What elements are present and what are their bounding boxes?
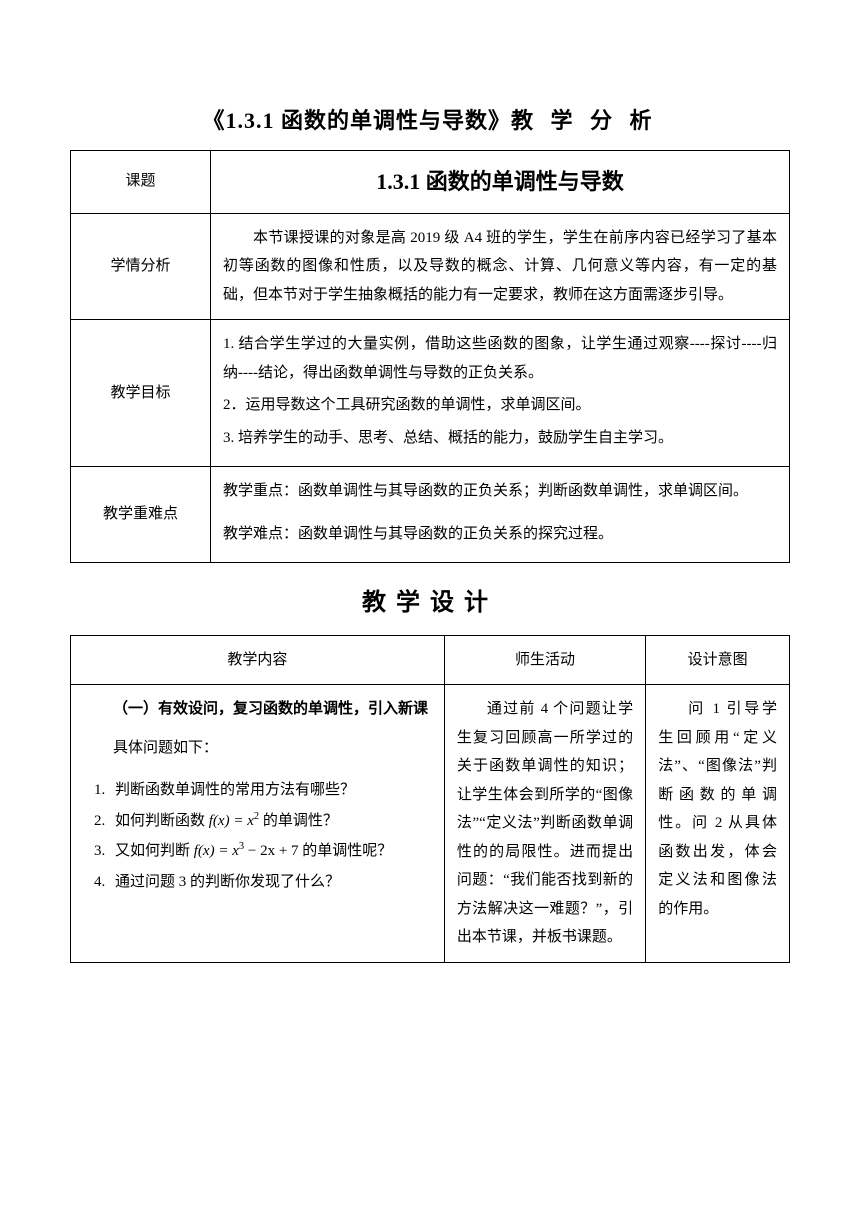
row-label: 教学目标	[71, 320, 211, 467]
paragraph: 通过前 4 个问题让学生复习回顾高一所学过的关于函数单调性的知识；让学生体会到所…	[457, 695, 633, 952]
title-prefix: 《1.3.1 函数的单调性与导数》	[202, 108, 511, 133]
content-cell: （一）有效设问，复习函数的单调性，引入新课 具体问题如下： 判断函数单调性的常用…	[71, 685, 445, 963]
topic-title: 1.3.1 函数的单调性与导数	[211, 150, 790, 213]
design-table: 教学内容 师生活动 设计意图 （一）有效设问，复习函数的单调性，引入新课 具体问…	[70, 635, 790, 963]
row-content: 本节课授课的对象是高 2019 级 A4 班的学生，学生在前序内容已经学习了基本…	[211, 213, 790, 320]
content-heading: （一）有效设问，复习函数的单调性，引入新课	[83, 695, 432, 724]
content-sub: 具体问题如下：	[83, 734, 432, 763]
question-list: 判断函数单调性的常用方法有哪些？ 如何判断函数 f(x) = x2 的单调性？ …	[83, 776, 432, 896]
analysis-table: 课题 1.3.1 函数的单调性与导数 学情分析 本节课授课的对象是高 2019 …	[70, 150, 790, 563]
column-header: 教学内容	[71, 635, 445, 685]
q-text: 的单调性？	[259, 813, 338, 829]
row-label: 教学重难点	[71, 467, 211, 563]
paragraph: 问 1 引导学生回顾用“定义法”、“图像法”判断函数的单调性。问 2 从具体函数…	[658, 695, 777, 923]
q-text: 通过问题 3 的判断你发现了什么？	[115, 874, 340, 890]
paragraph: 教学重点：函数单调性与其导函数的正负关系；判断函数单调性，求单调区间。	[223, 477, 777, 506]
section-title: 教学设计	[70, 581, 790, 627]
table-header-row: 教学内容 师生活动 设计意图	[71, 635, 790, 685]
title-suffix: 教 学 分 析	[511, 108, 658, 133]
activity-cell: 通过前 4 个问题让学生复习回顾高一所学过的关于函数单调性的知识；让学生体会到所…	[444, 685, 645, 963]
table-row: 教学重难点 教学重点：函数单调性与其导函数的正负关系；判断函数单调性，求单调区间…	[71, 467, 790, 563]
q-text: 如何判断函数	[115, 813, 209, 829]
list-item: 通过问题 3 的判断你发现了什么？	[109, 868, 432, 897]
column-header: 师生活动	[444, 635, 645, 685]
list-item: 如何判断函数 f(x) = x2 的单调性？	[109, 807, 432, 836]
table-row: 课题 1.3.1 函数的单调性与导数	[71, 150, 790, 213]
paragraph: 1. 结合学生学过的大量实例，借助这些函数的图象，让学生通过观察----探讨--…	[223, 330, 777, 387]
row-content: 1. 结合学生学过的大量实例，借助这些函数的图象，让学生通过观察----探讨--…	[211, 320, 790, 467]
row-content: 教学重点：函数单调性与其导函数的正负关系；判断函数单调性，求单调区间。 教学难点…	[211, 467, 790, 563]
purpose-cell: 问 1 引导学生回顾用“定义法”、“图像法”判断函数的单调性。问 2 从具体函数…	[646, 685, 790, 963]
list-item: 判断函数单调性的常用方法有哪些？	[109, 776, 432, 805]
q-text: 的单调性呢？	[299, 843, 393, 859]
list-item: 又如何判断 f(x) = x3 − 2x + 7 的单调性呢？	[109, 837, 432, 866]
table-row: （一）有效设问，复习函数的单调性，引入新课 具体问题如下： 判断函数单调性的常用…	[71, 685, 790, 963]
q-text: 又如何判断	[115, 843, 194, 859]
row-label: 课题	[71, 150, 211, 213]
math-expr: f(x) = x3 − 2x + 7	[194, 843, 299, 859]
row-label: 学情分析	[71, 213, 211, 320]
column-header: 设计意图	[646, 635, 790, 685]
paragraph: 教学难点：函数单调性与其导函数的正负关系的探究过程。	[223, 520, 777, 549]
table-row: 学情分析 本节课授课的对象是高 2019 级 A4 班的学生，学生在前序内容已经…	[71, 213, 790, 320]
paragraph: 本节课授课的对象是高 2019 级 A4 班的学生，学生在前序内容已经学习了基本…	[223, 224, 777, 310]
math-expr: f(x) = x2	[209, 813, 259, 829]
paragraph: 3. 培养学生的动手、思考、总结、概括的能力，鼓励学生自主学习。	[223, 424, 777, 453]
document-title: 《1.3.1 函数的单调性与导数》教 学 分 析	[70, 100, 790, 142]
paragraph: 2．运用导数这个工具研究函数的单调性，求单调区间。	[223, 391, 777, 420]
q-text: 判断函数单调性的常用方法有哪些？	[115, 782, 355, 798]
table-row: 教学目标 1. 结合学生学过的大量实例，借助这些函数的图象，让学生通过观察---…	[71, 320, 790, 467]
